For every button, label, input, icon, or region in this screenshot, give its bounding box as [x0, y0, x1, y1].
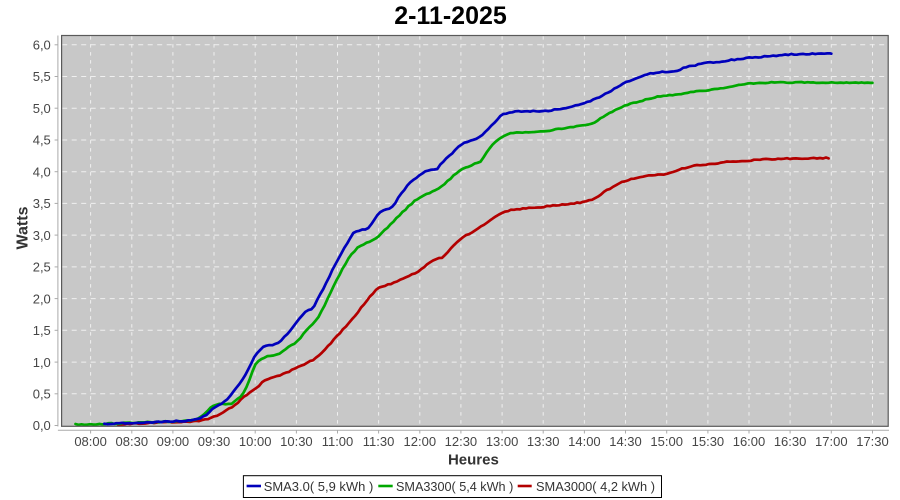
svg-text:17:30: 17:30: [856, 434, 889, 449]
svg-text:3,5: 3,5: [33, 196, 51, 211]
svg-text:4,0: 4,0: [33, 164, 51, 179]
svg-text:08:30: 08:30: [116, 434, 149, 449]
svg-text:16:30: 16:30: [774, 434, 807, 449]
svg-text:14:30: 14:30: [609, 434, 642, 449]
svg-text:3,0: 3,0: [33, 228, 51, 243]
svg-text:12:00: 12:00: [404, 434, 437, 449]
svg-text:2-11-2025: 2-11-2025: [394, 2, 507, 30]
svg-text:5,0: 5,0: [33, 101, 51, 116]
svg-text:11:30: 11:30: [363, 434, 395, 449]
svg-text:08:00: 08:00: [74, 434, 107, 449]
svg-text:09:30: 09:30: [198, 434, 231, 449]
svg-text:10:30: 10:30: [280, 434, 313, 449]
svg-text:4,5: 4,5: [33, 133, 51, 148]
svg-text:12:30: 12:30: [445, 434, 478, 449]
svg-text:16:00: 16:00: [733, 434, 766, 449]
svg-text:15:00: 15:00: [650, 434, 683, 449]
svg-text:6,0: 6,0: [33, 38, 51, 53]
svg-text:13:30: 13:30: [527, 434, 560, 449]
svg-text:Heures: Heures: [448, 451, 499, 468]
svg-text:SMA3.0( 5,9 kWh ): SMA3.0( 5,9 kWh ): [264, 479, 374, 494]
svg-text:14:00: 14:00: [568, 434, 601, 449]
svg-text:0,5: 0,5: [33, 387, 51, 402]
svg-text:10:00: 10:00: [239, 434, 272, 449]
svg-text:2,5: 2,5: [33, 260, 51, 275]
svg-text:SMA3000( 4,2 kWh ): SMA3000( 4,2 kWh ): [536, 479, 655, 494]
svg-text:13:00: 13:00: [486, 434, 519, 449]
svg-text:Watts: Watts: [14, 206, 31, 249]
svg-text:15:30: 15:30: [692, 434, 725, 449]
svg-text:09:00: 09:00: [157, 434, 190, 449]
svg-text:2,0: 2,0: [33, 291, 51, 306]
svg-text:1,0: 1,0: [33, 355, 51, 370]
svg-text:SMA3300( 5,4 kWh ): SMA3300( 5,4 kWh ): [396, 479, 513, 494]
svg-text:17:00: 17:00: [815, 434, 848, 449]
svg-text:5,5: 5,5: [33, 69, 51, 84]
svg-text:1,5: 1,5: [33, 323, 51, 338]
svg-text:11:00: 11:00: [322, 434, 354, 449]
svg-text:0,0: 0,0: [33, 418, 51, 433]
